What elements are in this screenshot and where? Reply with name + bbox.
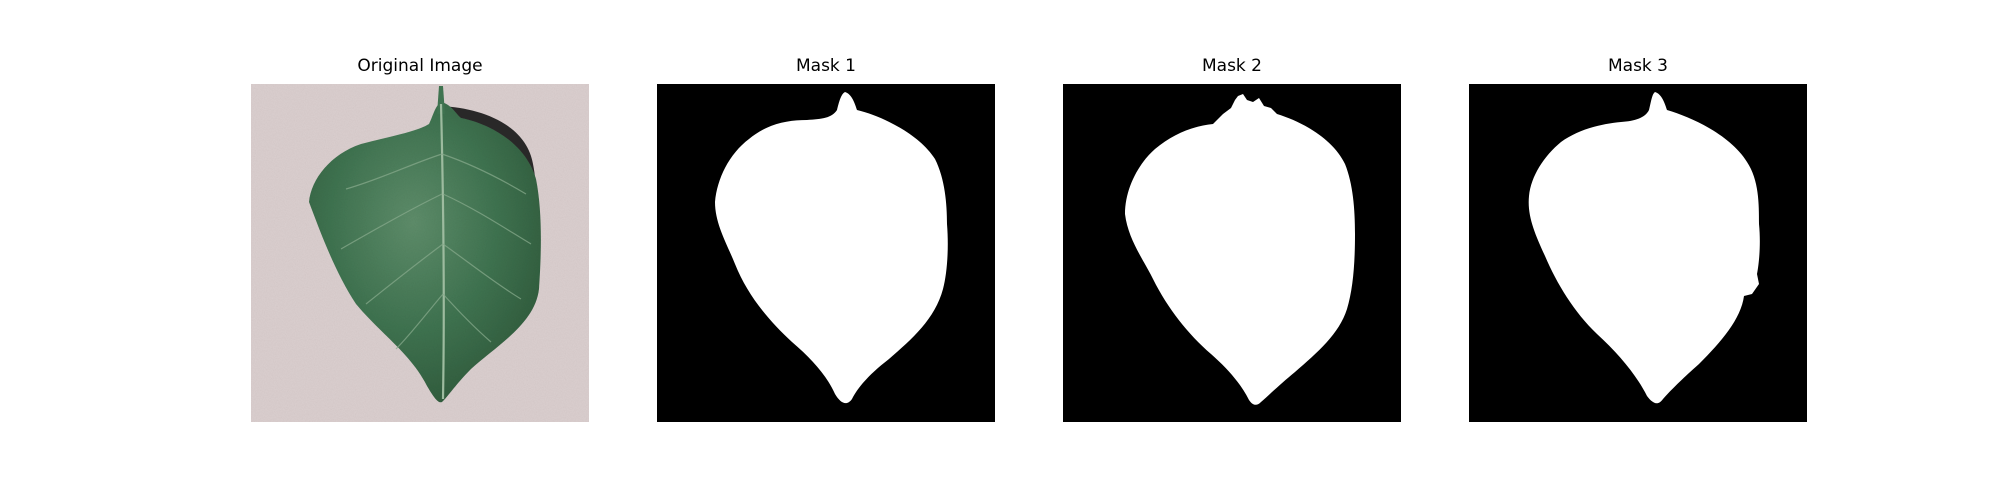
leaf-stem xyxy=(437,86,445,114)
mask-1-image xyxy=(657,84,995,422)
leaf-photo xyxy=(251,84,589,422)
mask-2-image xyxy=(1063,84,1401,422)
leaf-shadow xyxy=(441,106,537,249)
mask-1-title: Mask 1 xyxy=(795,56,856,76)
mask-3-title: Mask 3 xyxy=(1607,56,1668,76)
original-image-title: Original Image xyxy=(357,56,483,76)
leaf-midrib xyxy=(439,103,445,400)
mask-3-image xyxy=(1469,84,1807,422)
mask-3-panel: Mask 3 xyxy=(1469,56,1807,422)
leaf-blade xyxy=(309,102,541,403)
mask-2-title: Mask 2 xyxy=(1201,56,1262,76)
mask-1-panel: Mask 1 xyxy=(657,56,995,422)
mask-2-panel: Mask 2 xyxy=(1063,56,1401,422)
original-image-panel: Original Image xyxy=(251,56,589,422)
mask-2-leaf-region xyxy=(1125,94,1355,405)
leaf-veins xyxy=(340,153,532,350)
mask-3-leaf-region xyxy=(1528,92,1760,404)
mask-1-leaf-region xyxy=(715,92,948,404)
